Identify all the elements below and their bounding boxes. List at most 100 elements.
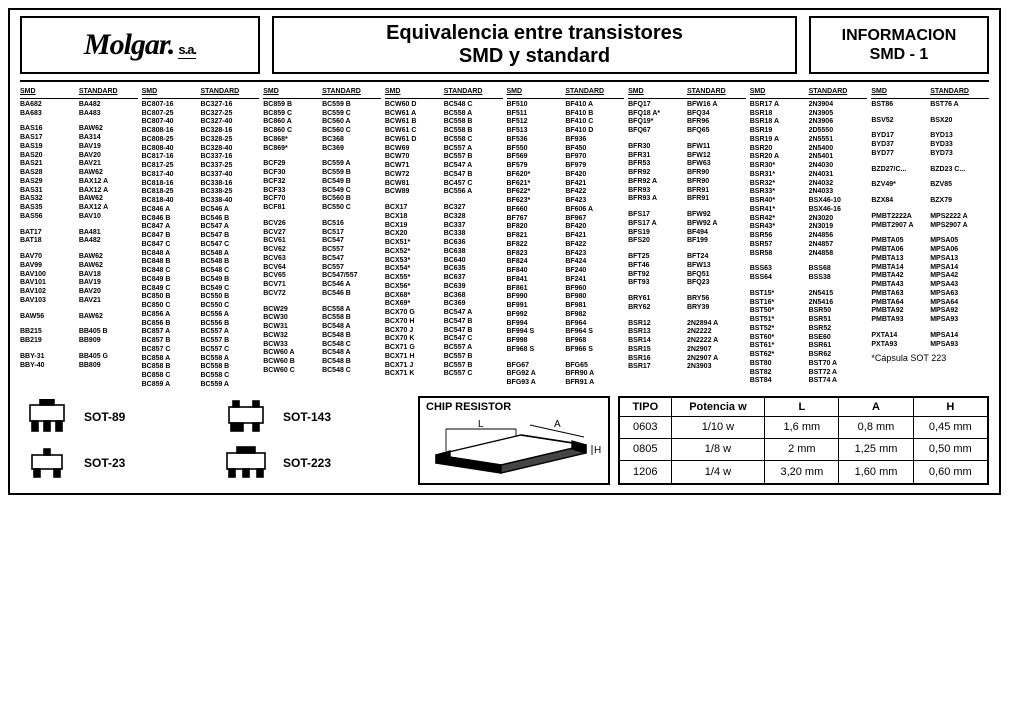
cell-smd: BCX70 K	[385, 335, 444, 344]
cell-smd: BST52*	[750, 325, 809, 334]
equiv-row: BCV65BC547/557	[263, 272, 381, 281]
col-header-smd: SMD	[142, 88, 201, 97]
equiv-row: BAW56BAW62	[20, 313, 138, 322]
equiv-row: BF821BF421	[507, 232, 625, 241]
cell-smd: BC807-40	[142, 118, 201, 127]
row-spacer	[20, 246, 138, 253]
cell-smd: BC857 A	[142, 328, 201, 337]
cell-smd: BAV99	[20, 262, 79, 271]
cell-smd: BC849 C	[142, 285, 201, 294]
equiv-row: BSR182N3905	[750, 110, 868, 119]
chip-resistor-section: CHIP RESISTOR L A	[418, 396, 989, 485]
cell-std: 2N5551	[809, 136, 868, 145]
cell-std: BSE60	[809, 334, 868, 343]
column-group: SMDSTANDARDBC807-16BC327-16BC807-25BC327…	[142, 88, 260, 390]
cell-std: BC327-16	[200, 101, 259, 110]
cell-smd: PMBTA63	[871, 290, 930, 299]
cell-std: MPSA63	[930, 290, 989, 299]
row-spacer	[871, 110, 989, 117]
cell-std: BC549 C	[322, 187, 381, 196]
equiv-row: BCW60 ABC548 A	[263, 349, 381, 358]
equiv-row: BC858 BBC558 B	[142, 363, 260, 372]
capsule-note: *Cápsula SOT 223	[871, 353, 989, 364]
cell-std: BC548 B	[200, 258, 259, 267]
cell-std: BC547 B	[200, 232, 259, 241]
cell-smd: BFT25	[628, 253, 687, 262]
equiv-row: BC848 BBC548 B	[142, 258, 260, 267]
equiv-row: BCW61 BBC558 B	[385, 118, 503, 127]
equiv-row: BFS17BFW92	[628, 211, 746, 220]
equiv-row: BCX70 HBC547 B	[385, 318, 503, 327]
equiv-row: BF579BF979	[507, 162, 625, 171]
equiv-row: BCX70 KBC547 C	[385, 335, 503, 344]
cell-smd: BST86	[871, 101, 930, 110]
col-header-std: STANDARD	[687, 88, 746, 97]
cell-smd: BF840	[507, 267, 566, 276]
equiv-row: BF991BF981	[507, 302, 625, 311]
equiv-row: BCW61 CBC558 B	[385, 127, 503, 136]
cell-std: BSS38	[809, 274, 868, 283]
cell-std: BC550 C	[200, 302, 259, 311]
row-spacer	[628, 288, 746, 295]
svg-text:H: H	[594, 445, 601, 456]
equiv-row: BF994 SBF964 S	[507, 328, 625, 337]
cell-smd: BSR20 A	[750, 153, 809, 162]
cell-smd: BYD37	[871, 141, 930, 150]
cell-smd: BFR93	[628, 187, 687, 196]
equiv-row: BFG93 ABFR91 A	[507, 379, 625, 388]
cell-smd: BB219	[20, 337, 79, 346]
cell-smd: BAV100	[20, 271, 79, 280]
equiv-row: BAT18BA482	[20, 237, 138, 246]
cell-std: BF420	[565, 223, 624, 232]
data-area: SMDSTANDARDBA682BA482BA683BA483BAS16BAW6…	[20, 80, 989, 390]
cell-std: BC548 A	[322, 323, 381, 332]
cell-std: BFT24	[687, 253, 746, 262]
cell-smd: PXTA14	[871, 332, 930, 341]
equiv-row: BCX20BC338	[385, 230, 503, 239]
cell-std: BFW63	[687, 160, 746, 169]
cell-smd: BC869*	[263, 145, 322, 154]
equiv-row: BCV71BC546 A	[263, 281, 381, 290]
cell-smd: BSR42*	[750, 215, 809, 224]
cell-smd: BCV64	[263, 264, 322, 273]
cell-smd: BC807-25	[142, 110, 201, 119]
cell-std: 2N3904	[809, 101, 868, 110]
cell-smd: BFS17 A	[628, 220, 687, 229]
equiv-row: PMBTA43MPSA43	[871, 281, 989, 290]
logo-suffix: s.a.	[178, 42, 196, 59]
equiv-row: BFT25BFT24	[628, 253, 746, 262]
cell-smd: PMBTA92	[871, 307, 930, 316]
cell-std: BC328-40	[200, 145, 259, 154]
cell-std: BC556 B	[200, 320, 259, 329]
col-header-smd: SMD	[263, 88, 322, 97]
column-header: SMDSTANDARD	[507, 88, 625, 99]
cell-std: BC559 B	[322, 101, 381, 110]
cell-std: BAV18	[79, 271, 138, 280]
cell-smd: BCW60 C	[263, 367, 322, 376]
cell-std: 2N3903	[687, 363, 746, 372]
table-cell-tipo: 0603	[619, 416, 671, 438]
title-box: Equivalencia entre transistores SMD y st…	[272, 16, 797, 74]
cell-smd: BSS63	[750, 265, 809, 274]
cell-std: BC557 C	[200, 346, 259, 355]
cell-std: BF423	[565, 197, 624, 206]
cell-std: 2N2894 A	[687, 320, 746, 329]
th-L: L	[765, 397, 839, 417]
chip-resistor-table: TIPO Potencia w L A H 06031/10 w1,6 mm0,…	[618, 396, 989, 485]
cell-std: BA314	[79, 134, 138, 143]
equiv-row: BSR562N4856	[750, 232, 868, 241]
equiv-row: BST15*2N5415	[750, 290, 868, 299]
cell-smd: BZV49*	[871, 181, 930, 190]
cell-smd: PMBT2907 A	[871, 222, 930, 231]
cell-smd: BCW61 A	[385, 110, 444, 119]
equiv-row: BF621*BF421	[507, 180, 625, 189]
cell-smd: BCV27	[263, 229, 322, 238]
cell-smd: BFQ17	[628, 101, 687, 110]
col-header-std: STANDARD	[444, 88, 503, 97]
cell-std: MPSA64	[930, 299, 989, 308]
cell-smd: BFR93 A	[628, 195, 687, 204]
equiv-row: BBY-40BB809	[20, 362, 138, 371]
equiv-row: BF861BF960	[507, 285, 625, 294]
equiv-row: BSR30*2N4030	[750, 162, 868, 171]
equiv-row: BFT46BFW13	[628, 262, 746, 271]
